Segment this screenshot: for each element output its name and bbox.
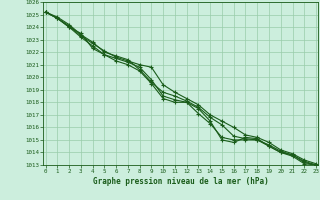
X-axis label: Graphe pression niveau de la mer (hPa): Graphe pression niveau de la mer (hPa) (93, 177, 269, 186)
